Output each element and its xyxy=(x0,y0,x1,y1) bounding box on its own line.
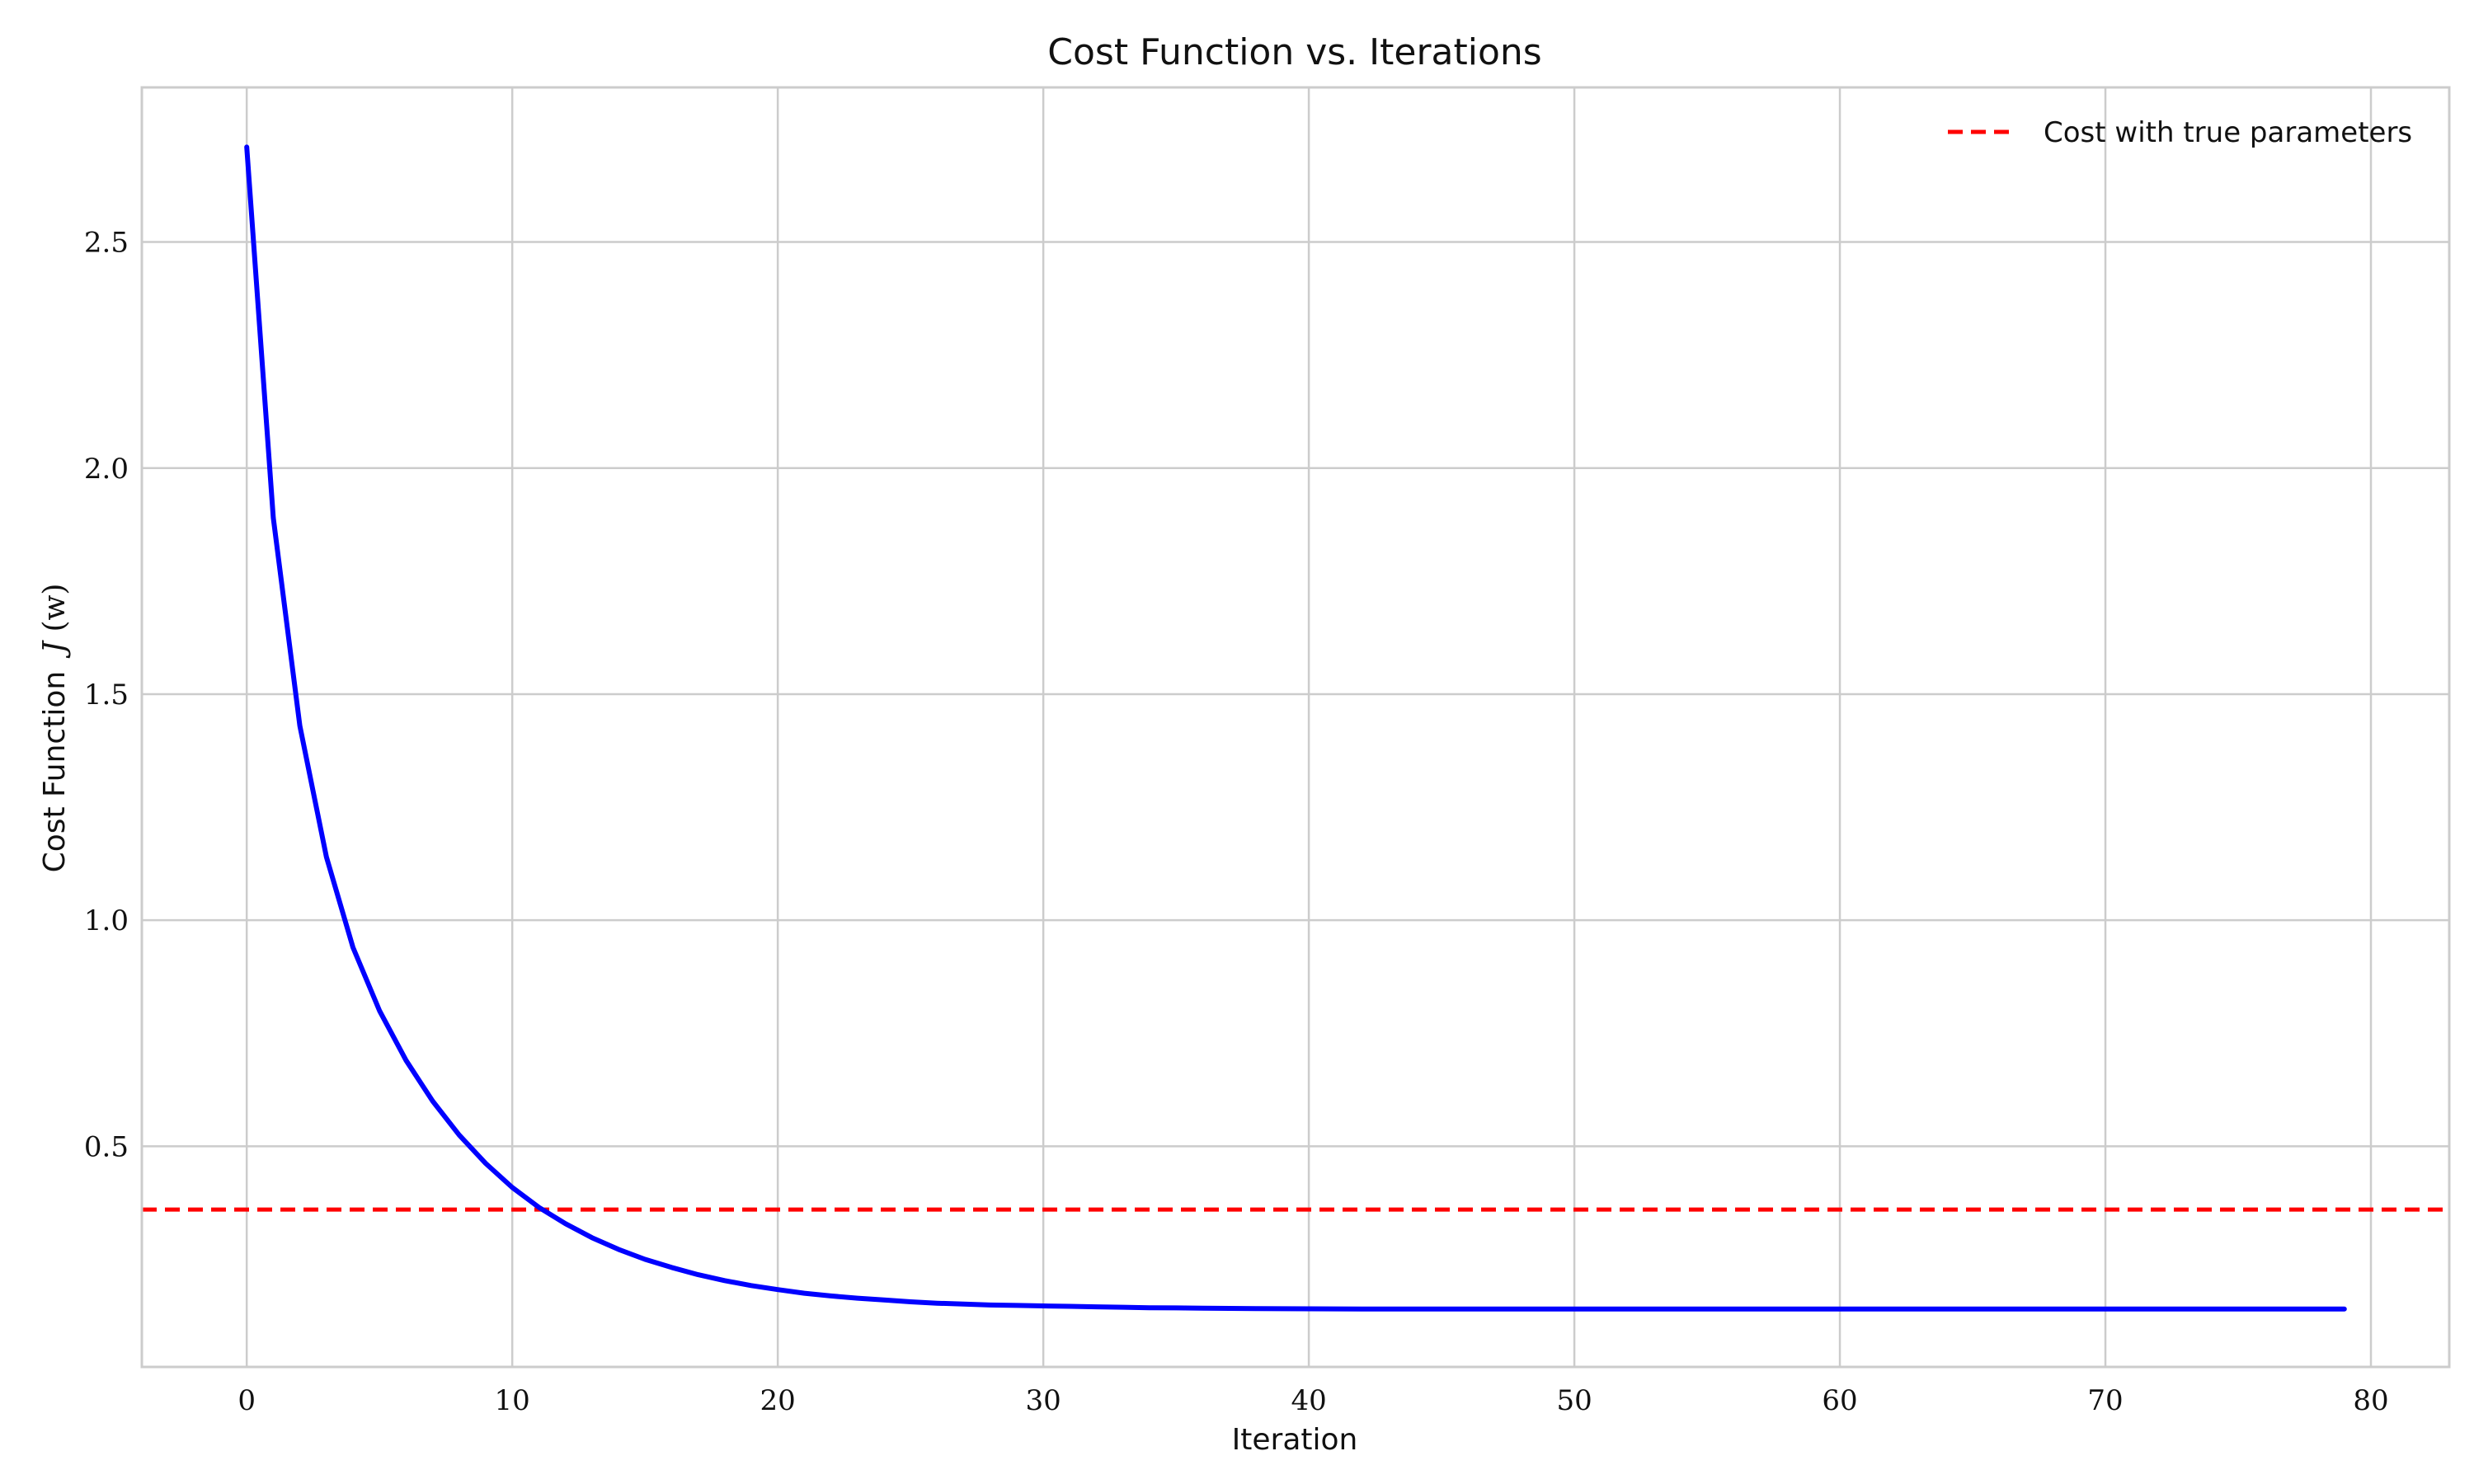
y-axis-label: Cost Function J (w) xyxy=(38,584,72,873)
x-tick-label: 20 xyxy=(760,1384,796,1417)
x-tick-label: 40 xyxy=(1291,1384,1326,1417)
x-tick-label: 30 xyxy=(1025,1384,1061,1417)
y-tick-label: 2.5 xyxy=(84,227,129,260)
y-tick-label: 2.0 xyxy=(84,453,129,486)
x-tick-label: 80 xyxy=(2353,1384,2388,1417)
y-tick-label: 1.5 xyxy=(84,679,129,711)
y-tick-label: 0.5 xyxy=(84,1130,129,1163)
x-tick-label: 50 xyxy=(1556,1384,1592,1417)
x-tick-label: 70 xyxy=(2087,1384,2123,1417)
y-tick-label: 1.0 xyxy=(84,904,129,937)
series-layer xyxy=(244,144,2347,1312)
x-tick-label: 0 xyxy=(238,1384,256,1417)
y-axis-ticks: 0.5 1.0 1.5 2.0 2.5 xyxy=(84,227,129,1164)
legend: Cost with true parameters xyxy=(1948,116,2412,149)
grid-lines xyxy=(142,87,2449,1367)
plot-area-frame xyxy=(140,86,2451,1369)
legend-label-true-parameters: Cost with true parameters xyxy=(2044,116,2412,149)
y-axis-label-argument: (w) xyxy=(38,584,72,632)
cost-series-line xyxy=(244,144,2347,1312)
x-axis-label: Iteration xyxy=(1232,1423,1358,1457)
x-axis-ticks: 0 10 20 30 40 50 60 70 80 xyxy=(238,1384,2388,1417)
y-axis-label-prefix: Cost Function xyxy=(38,671,72,873)
chart-title: Cost Function vs. Iterations xyxy=(1047,31,1541,73)
x-tick-label: 60 xyxy=(1822,1384,1857,1417)
x-tick-label: 10 xyxy=(495,1384,530,1417)
